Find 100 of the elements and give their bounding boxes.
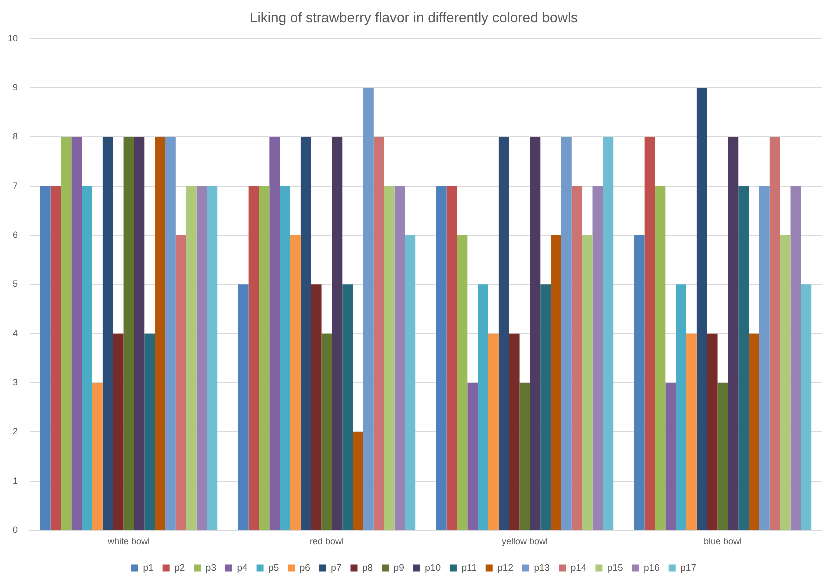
legend-label: p8 xyxy=(362,562,374,574)
bar xyxy=(436,186,447,530)
bar xyxy=(551,235,562,530)
bar xyxy=(270,137,280,530)
bar xyxy=(405,235,416,530)
bar xyxy=(259,186,270,530)
bar xyxy=(394,186,406,530)
bar xyxy=(468,382,478,530)
bar xyxy=(134,137,145,530)
bar xyxy=(770,137,780,530)
bar xyxy=(696,88,708,530)
bar xyxy=(749,334,760,530)
bar xyxy=(666,382,676,530)
bar xyxy=(446,186,458,530)
legend-label: p13 xyxy=(534,562,550,574)
y-tick-label: 4 xyxy=(12,328,18,338)
legend-label: p4 xyxy=(237,562,248,574)
bar xyxy=(561,137,572,530)
bar xyxy=(530,137,541,530)
bar xyxy=(165,137,176,530)
bar xyxy=(363,88,374,530)
bar xyxy=(92,382,103,530)
y-tick-label: 7 xyxy=(12,180,18,191)
legend-label: p12 xyxy=(498,562,514,574)
bar xyxy=(780,235,791,530)
bar xyxy=(738,186,750,530)
legend-label: p6 xyxy=(300,562,310,574)
bar xyxy=(540,284,552,530)
bar xyxy=(248,186,260,530)
bar xyxy=(196,186,208,530)
bar xyxy=(113,334,124,530)
bar xyxy=(718,382,728,530)
bar xyxy=(61,137,72,530)
legend-label: p10 xyxy=(425,562,441,574)
bar xyxy=(520,382,530,530)
x-tick-label: blue bowl xyxy=(704,536,742,546)
y-tick-label: 5 xyxy=(12,279,18,290)
legend-label: p3 xyxy=(206,562,216,574)
bar xyxy=(478,284,489,530)
y-tick-label: 9 xyxy=(12,82,18,92)
bar xyxy=(759,186,770,530)
bar xyxy=(124,137,134,530)
legend-label: p17 xyxy=(680,562,696,574)
bar xyxy=(374,137,384,530)
y-tick-label: 6 xyxy=(12,230,18,240)
bar xyxy=(509,334,520,530)
bar xyxy=(676,284,687,530)
bar xyxy=(186,186,197,530)
bar xyxy=(155,137,166,530)
bar xyxy=(311,284,322,530)
bar xyxy=(176,235,186,530)
bar xyxy=(72,137,82,530)
bar xyxy=(40,186,51,530)
bar xyxy=(582,235,593,530)
bar xyxy=(686,334,697,530)
bar xyxy=(457,235,468,530)
legend-label: p14 xyxy=(570,562,587,574)
x-tick-label: red bowl xyxy=(310,536,344,546)
bar xyxy=(572,186,582,530)
bar xyxy=(290,235,301,530)
bar xyxy=(342,284,354,530)
bar xyxy=(102,137,114,530)
bar xyxy=(300,137,312,530)
legend-label: p15 xyxy=(607,562,624,574)
bar xyxy=(498,137,510,530)
bar xyxy=(655,186,666,530)
bar xyxy=(322,334,332,530)
bar xyxy=(707,334,718,530)
bar xyxy=(353,432,364,530)
bar xyxy=(801,284,812,530)
y-tick-label: 10 xyxy=(8,33,18,44)
legend-label: p1 xyxy=(143,562,154,574)
bar xyxy=(82,186,93,530)
bar xyxy=(790,186,802,530)
y-tick-label: 2 xyxy=(12,426,18,437)
y-tick-label: 0 xyxy=(12,524,18,535)
y-tick-label: 1 xyxy=(12,476,18,486)
legend-label: p5 xyxy=(268,562,280,574)
bar xyxy=(592,186,604,530)
bar xyxy=(603,137,614,530)
legend-label: p16 xyxy=(644,562,660,574)
legend-label: p9 xyxy=(394,562,404,574)
bar xyxy=(238,284,249,530)
bar xyxy=(144,334,156,530)
x-tick-label: yellow bowl xyxy=(502,536,548,546)
legend-label: p11 xyxy=(462,562,477,574)
bar xyxy=(280,186,291,530)
bar xyxy=(634,235,645,530)
bar xyxy=(488,334,499,530)
bar xyxy=(207,186,218,530)
chart-title: Liking of strawberry flavor in differently colored bowls xyxy=(250,9,578,26)
bar xyxy=(644,137,656,530)
bar xyxy=(728,137,739,530)
bar xyxy=(384,186,395,530)
legend-label: p7 xyxy=(331,562,342,574)
bar xyxy=(332,137,343,530)
y-tick-label: 3 xyxy=(12,377,18,388)
bar xyxy=(50,186,62,530)
x-tick-label: white bowl xyxy=(106,536,150,546)
y-tick-label: 8 xyxy=(12,132,18,142)
